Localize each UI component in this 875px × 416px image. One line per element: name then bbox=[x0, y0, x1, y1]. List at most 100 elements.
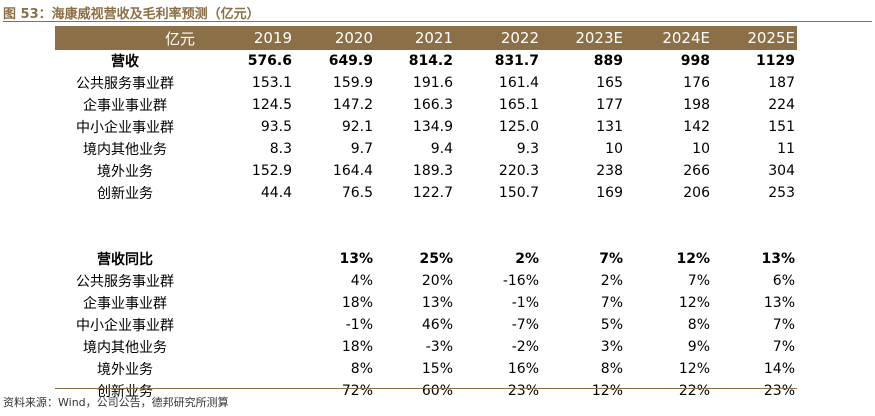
table-cell: 76.5 bbox=[341, 185, 373, 201]
table-cell: 147.2 bbox=[332, 97, 373, 113]
table-cell: 224 bbox=[768, 97, 795, 113]
table-row: 创新业务 44.4 76.5 122.7 150.7 169 206 253 bbox=[55, 182, 797, 204]
table-row: 中小企业事业群 -1% 46% -7% 5% 8% 7% bbox=[55, 314, 797, 336]
table-cell: 189.3 bbox=[412, 163, 453, 179]
table-cell: -7% bbox=[511, 317, 539, 333]
table-cell: 191.6 bbox=[412, 75, 453, 91]
source-note: 资料来源：Wind，公司公告，德邦研究所测算 bbox=[3, 396, 229, 409]
table-cell: 159.9 bbox=[332, 75, 373, 91]
table-cell: 125.0 bbox=[498, 119, 539, 135]
table-cell: 2% bbox=[600, 273, 623, 289]
table-cell: 131 bbox=[596, 119, 623, 135]
table-cell: 576.6 bbox=[247, 53, 292, 69]
table-row: 公共服务事业群 4% 20% -16% 2% 7% 6% bbox=[55, 270, 797, 292]
table-cell: 13% bbox=[339, 251, 373, 267]
table-cell: 9% bbox=[687, 339, 710, 355]
table-cell: -1% bbox=[511, 295, 539, 311]
table-cell: 8% bbox=[350, 361, 373, 377]
row-label: 营收同比 bbox=[97, 252, 153, 268]
table-row: 企事业事业群 18% 13% -1% 7% 12% 13% bbox=[55, 292, 797, 314]
table-bottom-rule bbox=[55, 388, 797, 389]
section-gap bbox=[55, 226, 797, 248]
table-row: 境外业务 152.9 164.4 189.3 220.3 238 266 304 bbox=[55, 160, 797, 182]
table-cell: 304 bbox=[768, 163, 795, 179]
table-cell: 238 bbox=[596, 163, 623, 179]
table-cell: 13% bbox=[763, 295, 795, 311]
header-2020: 2020 bbox=[334, 29, 373, 47]
row-label: 中小企业事业群 bbox=[76, 120, 174, 136]
table-cell: 18% bbox=[341, 339, 373, 355]
table-cell: 187 bbox=[768, 75, 795, 91]
table-row: 创新业务 72% 60% 23% 12% 22% 23% bbox=[55, 380, 797, 402]
table-row: 境内其他业务 8.3 9.7 9.4 9.3 10 10 11 bbox=[55, 138, 797, 160]
table-cell: 10 bbox=[692, 141, 710, 157]
table-cell: 266 bbox=[683, 163, 710, 179]
table-cell: 124.5 bbox=[251, 97, 292, 113]
growth-section: 营收同比 13% 25% 2% 7% 12% 13% 公共服务事业群 4% 20% -16% 2% 7%… bbox=[55, 248, 797, 402]
table-cell: 165 bbox=[596, 75, 623, 91]
table-cell: 16% bbox=[507, 361, 539, 377]
table-cell: 8% bbox=[600, 361, 623, 377]
table-cell: 92.1 bbox=[341, 119, 373, 135]
table-cell: 7% bbox=[599, 251, 623, 267]
table-cell: 9.4 bbox=[430, 141, 453, 157]
table-cell: 13% bbox=[421, 295, 453, 311]
table-cell: 122.7 bbox=[412, 185, 453, 201]
table-cell: 3% bbox=[600, 339, 623, 355]
table-cell: 169 bbox=[596, 185, 623, 201]
table-cell: 9.7 bbox=[350, 141, 373, 157]
figure-title: 图 53：海康威视营收及毛利率预测（亿元） bbox=[3, 7, 260, 22]
table-cell: 12% bbox=[676, 251, 710, 267]
table-row: 营收 576.6 649.9 814.2 831.7 889 998 1129 bbox=[55, 50, 797, 72]
table-cell: 177 bbox=[596, 97, 623, 113]
table-cell: 25% bbox=[419, 251, 453, 267]
table-cell: 23% bbox=[763, 383, 795, 399]
row-label: 营收 bbox=[111, 54, 139, 70]
table-cell: 72% bbox=[341, 383, 373, 399]
table-cell: 15% bbox=[421, 361, 453, 377]
forecast-table: 亿元 2019 2020 2021 2022 2023E 2024E 2025E… bbox=[55, 26, 797, 402]
table-cell: 12% bbox=[678, 361, 710, 377]
table-cell: 164.4 bbox=[332, 163, 373, 179]
table-cell: -2% bbox=[511, 339, 539, 355]
table-cell: 46% bbox=[421, 317, 453, 333]
table-cell: -16% bbox=[502, 273, 539, 289]
section-gap bbox=[55, 204, 797, 226]
table-cell: 134.9 bbox=[412, 119, 453, 135]
table-cell: 206 bbox=[683, 185, 710, 201]
table-header: 亿元 2019 2020 2021 2022 2023E 2024E 2025E bbox=[55, 26, 797, 50]
table-cell: 889 bbox=[593, 53, 623, 69]
table-cell: 176 bbox=[683, 75, 710, 91]
table-cell: 152.9 bbox=[251, 163, 292, 179]
table-cell: 12% bbox=[591, 383, 623, 399]
row-label: 境内其他业务 bbox=[83, 142, 167, 158]
table-cell: 998 bbox=[680, 53, 710, 69]
row-label: 境外业务 bbox=[97, 164, 153, 180]
table-cell: 649.9 bbox=[328, 53, 373, 69]
table-cell: 13% bbox=[761, 251, 795, 267]
table-cell: 161.4 bbox=[498, 75, 539, 91]
table-cell: 2% bbox=[515, 251, 539, 267]
table-cell: 22% bbox=[678, 383, 710, 399]
table-cell: 198 bbox=[683, 97, 710, 113]
table-row: 营收同比 13% 25% 2% 7% 12% 13% bbox=[55, 248, 797, 270]
row-label: 公共服务事业群 bbox=[76, 274, 174, 290]
table-cell: 5% bbox=[600, 317, 623, 333]
table-cell: 4% bbox=[350, 273, 373, 289]
header-2021: 2021 bbox=[414, 29, 453, 47]
table-cell: 7% bbox=[600, 295, 623, 311]
table-cell: 6% bbox=[772, 273, 795, 289]
table-cell: 60% bbox=[421, 383, 453, 399]
table-row: 境外业务 8% 15% 16% 8% 12% 14% bbox=[55, 358, 797, 380]
row-label: 企事业事业群 bbox=[83, 296, 167, 312]
row-label: 公共服务事业群 bbox=[76, 76, 174, 92]
title-rule bbox=[3, 21, 872, 22]
row-label: 境内其他业务 bbox=[83, 340, 167, 356]
table-cell: 151 bbox=[768, 119, 795, 135]
table-cell: 10 bbox=[605, 141, 623, 157]
table-cell: -3% bbox=[425, 339, 453, 355]
table-cell: 8.3 bbox=[269, 141, 292, 157]
table-cell: 142 bbox=[683, 119, 710, 135]
table-cell: 44.4 bbox=[260, 185, 292, 201]
header-2023e: 2023E bbox=[575, 29, 623, 47]
